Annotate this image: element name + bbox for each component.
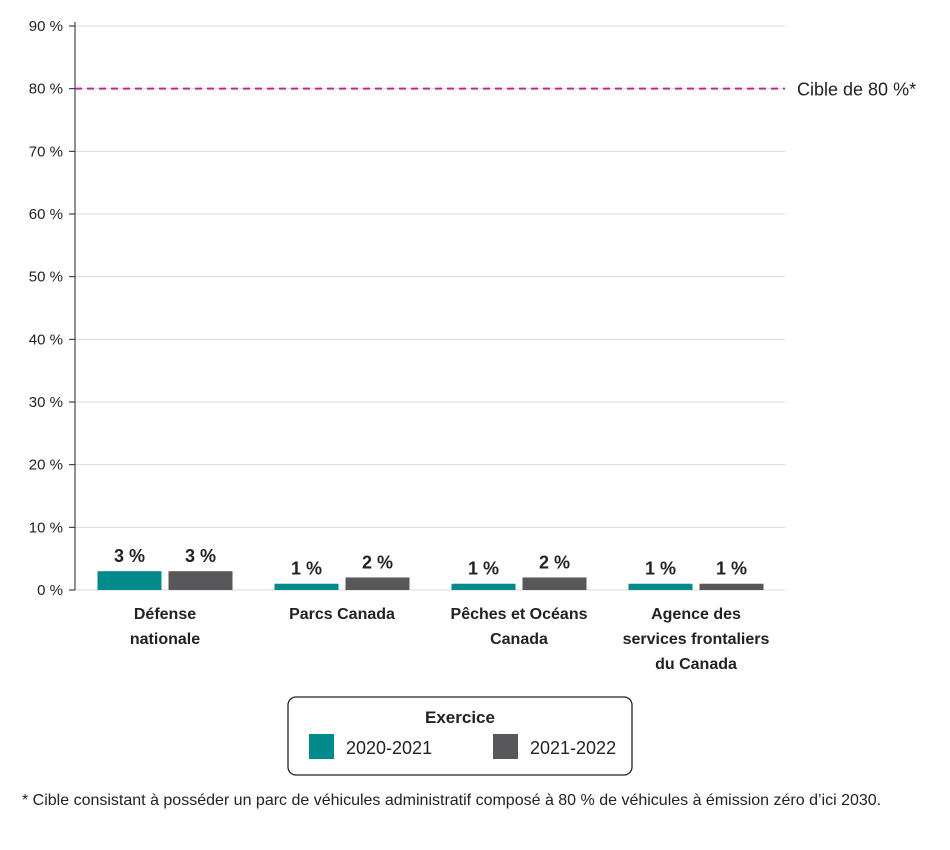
- y-tick-label: 90 %: [29, 18, 63, 35]
- bar-2021-2022: [345, 577, 410, 590]
- data-label: 3 %: [185, 546, 216, 566]
- target-label: Cible de 80 %*: [797, 80, 916, 100]
- legend-label: 2021-2022: [530, 738, 616, 758]
- bar-2020-2021: [451, 583, 516, 590]
- legend-title: Exercice: [425, 708, 495, 727]
- data-label: 3 %: [114, 546, 145, 566]
- x-tick-label: Pêches et Océans: [451, 606, 588, 623]
- x-tick-label: Défense: [134, 606, 196, 623]
- y-tick-label: 20 %: [29, 457, 63, 474]
- data-label: 2 %: [539, 552, 570, 572]
- y-tick-label: 50 %: [29, 269, 63, 286]
- bar-2021-2022: [699, 583, 764, 590]
- data-label: 1 %: [291, 559, 322, 579]
- x-tick-label: du Canada: [655, 656, 737, 673]
- bar-2020-2021: [274, 583, 339, 590]
- legend-swatch: [309, 734, 334, 759]
- bar-2021-2022: [522, 577, 587, 590]
- x-tick-label: services frontaliers: [623, 631, 770, 648]
- bar-2020-2021: [628, 583, 693, 590]
- data-label: 1 %: [645, 559, 676, 579]
- bar-2021-2022: [168, 571, 233, 590]
- y-tick-label: 60 %: [29, 206, 63, 223]
- y-tick-label: 30 %: [29, 394, 63, 411]
- legend-label: 2020-2021: [346, 738, 432, 758]
- bar-2020-2021: [97, 571, 162, 590]
- data-label: 1 %: [468, 559, 499, 579]
- y-tick-label: 80 %: [29, 81, 63, 98]
- data-label: 2 %: [362, 552, 393, 572]
- y-tick-label: 0 %: [37, 582, 63, 599]
- legend-swatch: [493, 734, 518, 759]
- legend-box: [287, 696, 633, 776]
- footnote: * Cible consistant à posséder un parc de…: [22, 792, 882, 809]
- x-tick-label: Agence des: [651, 606, 741, 623]
- x-tick-label: Canada: [490, 631, 548, 648]
- x-tick-label: Parcs Canada: [289, 606, 395, 623]
- y-tick-label: 70 %: [29, 143, 63, 160]
- data-label: 1 %: [716, 559, 747, 579]
- x-tick-label: nationale: [130, 631, 200, 648]
- y-tick-label: 40 %: [29, 331, 63, 348]
- y-tick-label: 10 %: [29, 519, 63, 536]
